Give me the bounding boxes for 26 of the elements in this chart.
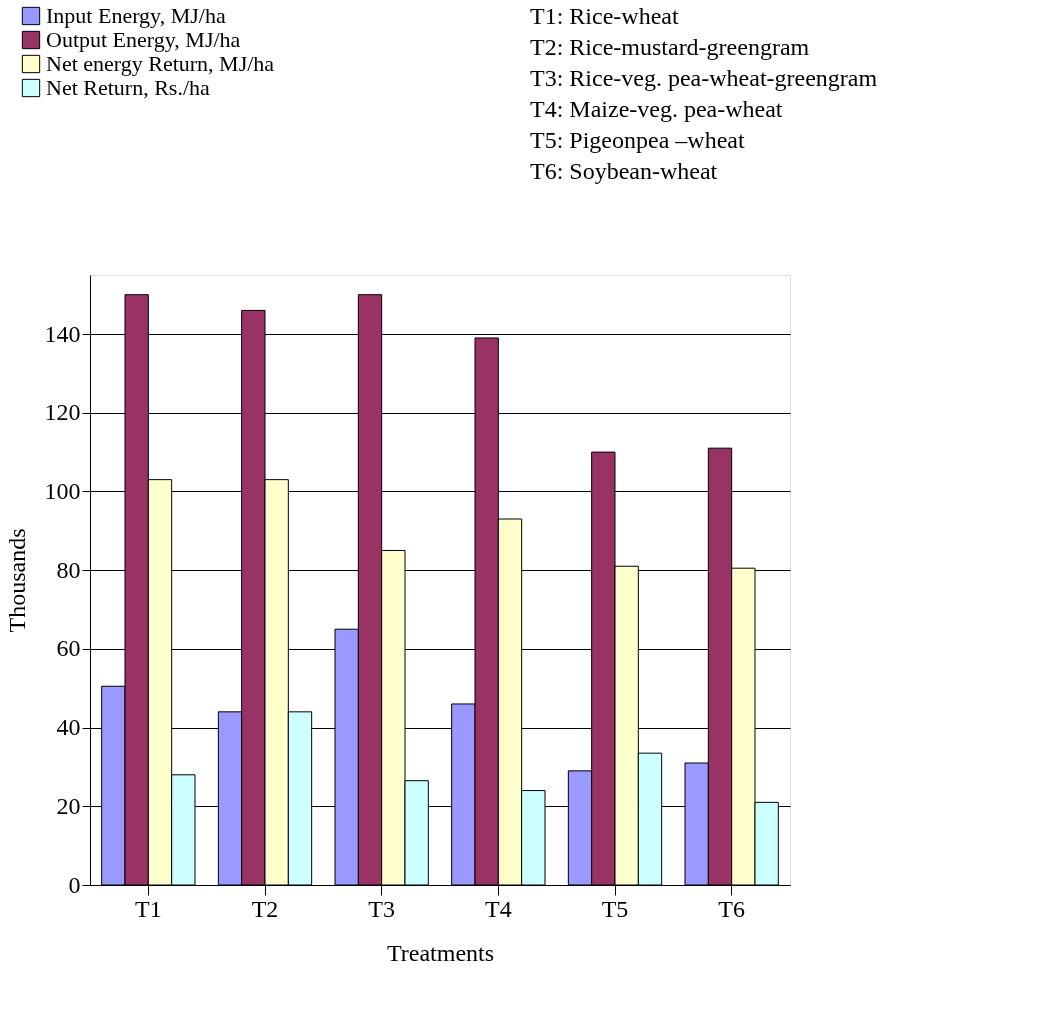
- legend-label: Input Energy, MJ/ha: [46, 3, 226, 28]
- x-tick-label: T5: [601, 895, 629, 922]
- y-tick-label: 20: [56, 792, 81, 819]
- y-axis-title: Thousands: [3, 528, 30, 633]
- y-tick-label: 120: [44, 399, 81, 426]
- y-tick-label: 0: [68, 871, 81, 898]
- legend-label: Net Return, Rs./ha: [46, 75, 210, 100]
- y-tick-label: 40: [56, 714, 81, 741]
- x-tick-label: T3: [368, 895, 395, 922]
- text: T3: Rice-veg. pea-wheat-greengram: [530, 65, 878, 91]
- y-tick-label: 80: [56, 556, 81, 583]
- text: T4: Maize-veg. pea-wheat: [530, 96, 783, 122]
- x-tick-label: T6: [718, 895, 745, 922]
- text: T1: Rice-wheat: [530, 3, 679, 29]
- y-tick-label: 140: [44, 320, 81, 347]
- text: T6: Soybean-wheat: [530, 158, 718, 184]
- legend-label: Output Energy, MJ/ha: [46, 27, 241, 52]
- y-tick-label: 100: [44, 477, 81, 504]
- x-tick-label: T1: [135, 895, 162, 922]
- text: T2: Rice-mustard-greengram: [530, 34, 810, 60]
- legend-label: Net energy Return, MJ/ha: [46, 51, 275, 76]
- x-tick-label: T4: [485, 895, 512, 922]
- x-axis-title: Treatments: [386, 939, 495, 966]
- x-tick-label: T2: [251, 895, 279, 922]
- y-tick-label: 60: [56, 635, 81, 662]
- text: T5: Pigeonpea –wheat: [530, 127, 745, 153]
